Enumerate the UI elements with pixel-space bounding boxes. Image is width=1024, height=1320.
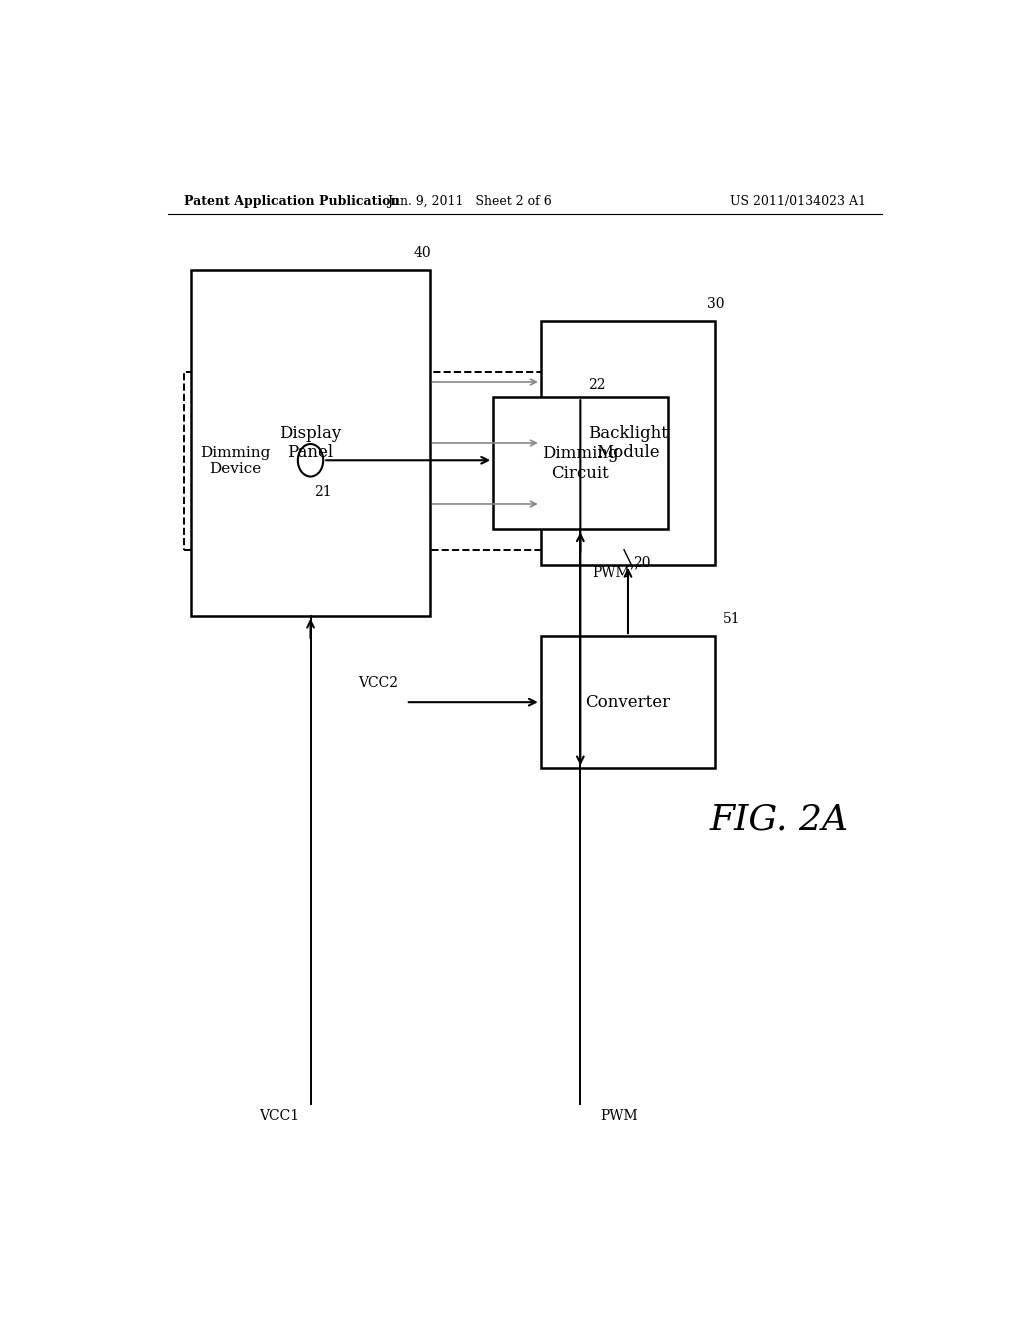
Text: 30: 30 (708, 297, 725, 312)
Text: Patent Application Publication: Patent Application Publication (183, 194, 399, 207)
Text: US 2011/0134023 A1: US 2011/0134023 A1 (730, 194, 866, 207)
Text: Jun. 9, 2011   Sheet 2 of 6: Jun. 9, 2011 Sheet 2 of 6 (387, 194, 552, 207)
Bar (541, 321, 715, 565)
Bar (191, 271, 430, 615)
Text: 40: 40 (414, 246, 431, 260)
Text: 51: 51 (723, 612, 740, 626)
Text: 20: 20 (634, 556, 651, 570)
Text: PWM: PWM (600, 1109, 638, 1123)
Bar (183, 372, 621, 549)
Text: VCC1: VCC1 (259, 1109, 299, 1123)
Text: 22: 22 (588, 378, 606, 392)
Text: Display
Panel: Display Panel (280, 425, 342, 461)
Text: Converter: Converter (586, 694, 671, 710)
Text: Backlight
Module: Backlight Module (588, 425, 668, 461)
Text: 21: 21 (314, 484, 332, 499)
Text: Dimming
Circuit: Dimming Circuit (542, 445, 618, 482)
Text: VCC2: VCC2 (357, 676, 397, 690)
Bar (494, 397, 668, 529)
Text: PWM’’: PWM’’ (592, 565, 639, 579)
Bar (541, 636, 715, 768)
Text: FIG. 2A: FIG. 2A (710, 803, 848, 836)
Text: Dimming
Device: Dimming Device (200, 446, 270, 477)
